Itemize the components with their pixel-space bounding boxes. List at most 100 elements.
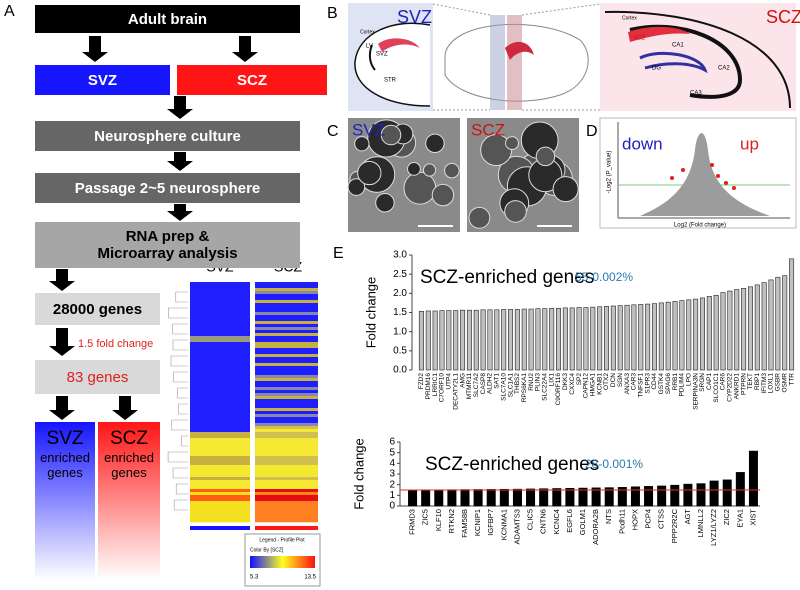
heatmap-row [190,381,250,385]
axis-label: -Log2 (P_value) [607,151,613,194]
dendrogram [167,451,188,463]
heatmap-row [255,513,318,517]
y-tick-label: 6 [389,437,395,448]
x-tick-label: PLIN3 [535,373,542,391]
heatmap-row [255,492,318,496]
heatmap-row [255,324,318,328]
arrow [112,396,138,420]
bar [556,307,562,371]
bar [539,488,549,507]
heatmap-row [255,501,318,505]
bar [408,489,418,507]
sphere [504,200,527,223]
x-tick-label: S1PR3 [644,373,651,394]
dendrogram [177,387,188,399]
heatmap-row [190,447,250,451]
x-tick-label: MTMR11 [466,373,473,400]
heatmap-row [190,411,250,415]
bar [720,292,726,371]
bar [727,290,733,371]
chart-subtitle: 55-0.002% [575,270,633,284]
x-tick-label: SP2 [576,373,583,386]
heatmap-row [190,378,250,382]
dendrogram [171,419,188,431]
outcome-box: SCZ enriched genes [98,422,160,580]
bar [624,304,630,371]
heatmap-row [190,315,250,319]
heatmap-row [190,477,250,481]
x-tick-label: ADORA2B [591,509,600,545]
heatmap-row [255,321,318,325]
x-tick-label: CYP2D22 [727,373,734,402]
arrow [167,204,193,221]
heatmap-row [255,423,318,427]
heatmap-row [190,324,250,328]
x-tick-label: ZIC5 [421,509,430,525]
heatmap-row [190,483,250,487]
x-tick-label: FAM58B [460,509,469,538]
heatmap-row [190,369,250,373]
region-title: SVZ [397,7,432,27]
x-tick-label: C9ORF116 [555,373,562,406]
x-tick-label: GSBR [775,373,782,392]
sphere [505,136,520,151]
heatmap-row [190,471,250,475]
heatmap-row [190,462,250,466]
heatmap-row [190,507,250,511]
heatmap-row [190,405,250,409]
sphere [357,160,382,186]
panel-label: E [333,245,344,262]
bar [473,309,479,371]
heatmap-row [190,450,250,454]
x-tick-label: HOPX [630,509,639,530]
heatmap-row [255,288,318,292]
heatmap-row [255,486,318,490]
x-tick-label: AGT [683,509,692,525]
filter-label: 1.5 fold change [78,338,154,350]
x-tick-label: LOXL1 [768,373,775,394]
y-tick-label: 2.5 [393,269,407,280]
heatmap-row [255,381,318,385]
neurospheres [347,119,579,229]
heatmap-row [190,417,250,421]
dendrogram [175,483,188,495]
bar [617,305,623,371]
heatmap-row [190,480,250,484]
heatmap-row [255,432,318,436]
heatmap-row [190,408,250,412]
image-label: SCZ [471,120,505,139]
x-tick-label: CTSS [657,509,666,529]
y-tick-label: 1.0 [393,326,407,337]
flow-step: Adult brain [35,5,300,33]
x-tick-label: TEKT [747,373,754,390]
sphere [431,183,455,207]
bar [761,282,767,371]
heatmap-row [255,516,318,520]
column-bar [255,526,318,530]
x-tick-label: GSTK4 [658,373,665,395]
bar [501,309,507,371]
colorbar-max: 13.5 [304,575,316,581]
heatmap-row [255,510,318,514]
colorbar [250,556,315,568]
heatmap-row [190,435,250,439]
x-tick-label: LRRIC1 [432,373,439,397]
heatmap-row [190,492,250,496]
heatmap-row [190,426,250,430]
x-tick-label: SGN [617,373,624,387]
heatmap-row [255,504,318,508]
heatmap-row [255,294,318,298]
bar [421,489,431,507]
x-tick-label: UTP4 [446,373,453,390]
heatmap-row [255,285,318,289]
heatmap-row [190,432,250,436]
heatmap-row [190,348,250,352]
heatmap-row [190,312,250,316]
x-tick-label: OSMR [781,373,788,393]
heatmap-row [190,294,250,298]
heatmap-row [190,456,250,460]
arrow [82,36,108,62]
heatmap-row [255,453,318,457]
bar [645,303,651,371]
